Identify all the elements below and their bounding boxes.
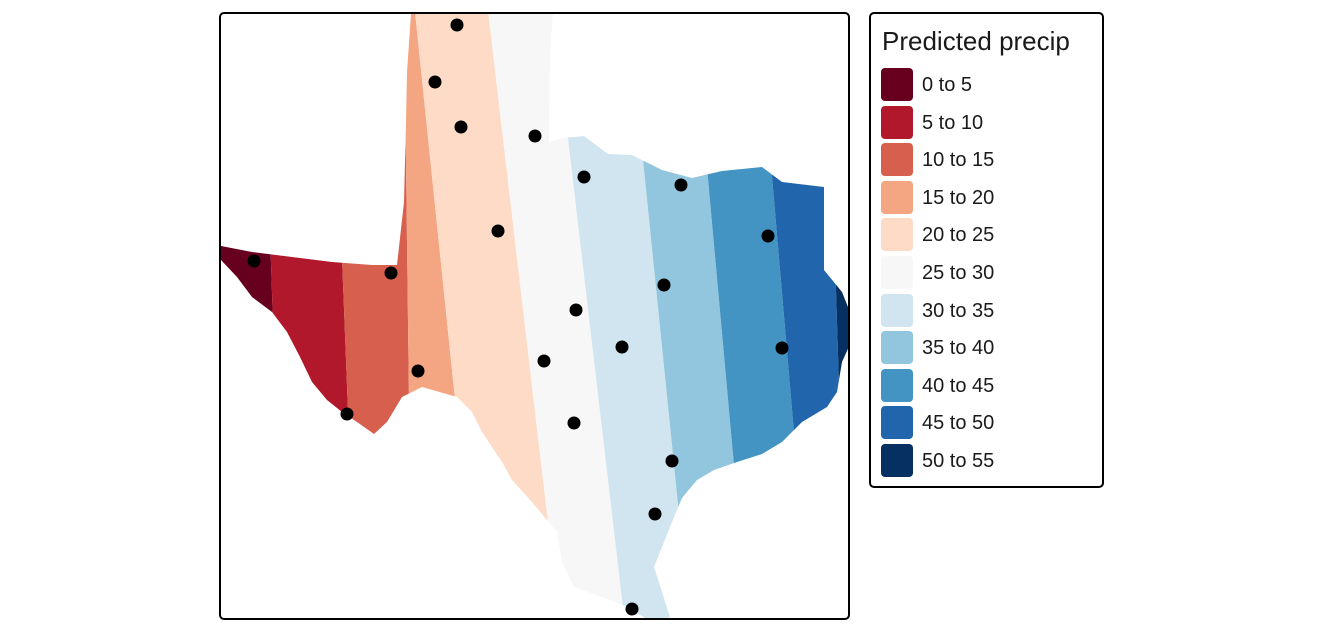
station-point [247, 254, 261, 268]
legend-title: Predicted precip [882, 26, 1070, 56]
legend-item: 10 to 15 [881, 143, 1096, 177]
legend-label: 15 to 20 [922, 186, 995, 209]
legend-item: 30 to 35 [881, 293, 1096, 328]
precip-bands [221, 14, 848, 618]
station-point [615, 340, 629, 354]
legend-item: 25 to 30 [881, 256, 1096, 290]
station-point [454, 120, 468, 134]
legend-label: 50 to 55 [922, 450, 995, 472]
station-point [528, 129, 542, 143]
legend-label: 35 to 40 [922, 337, 995, 360]
legend-swatch [881, 368, 913, 402]
precip-band [552, 14, 692, 618]
legend-label: 10 to 15 [922, 149, 995, 172]
station-point [577, 170, 591, 184]
precip-band [414, 14, 562, 618]
legend-swatch [881, 143, 913, 177]
station-point [384, 266, 398, 280]
legend-swatch [881, 256, 913, 289]
legend-label: 20 to 25 [922, 224, 995, 247]
station-point [569, 303, 583, 317]
legend-label: 25 to 30 [922, 262, 995, 284]
precip-band [487, 14, 627, 618]
map-panel [219, 12, 850, 620]
station-point [665, 454, 679, 468]
legend-swatch [881, 180, 913, 214]
station-point [674, 178, 688, 192]
legend-swatch [881, 331, 913, 365]
station-point [537, 354, 551, 368]
legend-label: 30 to 35 [922, 299, 995, 322]
station-point [491, 224, 505, 238]
station-point [450, 18, 464, 32]
legend-item: 5 to 10 [881, 105, 1096, 140]
station-point [428, 75, 442, 89]
legend-swatch [881, 218, 913, 252]
station-point [340, 407, 354, 421]
legend-item: 40 to 45 [881, 368, 1096, 403]
precip-band [262, 14, 357, 618]
station-point [411, 364, 425, 378]
station-point [761, 229, 775, 243]
station-point [775, 341, 789, 355]
legend-item: 15 to 20 [881, 180, 1096, 215]
legend-swatch [881, 293, 913, 327]
station-point [657, 278, 671, 292]
legend-swatch [881, 68, 913, 101]
station-point [625, 602, 639, 616]
legend-swatch [881, 105, 913, 139]
legend-swatch [881, 444, 913, 477]
legend-swatch [881, 406, 913, 440]
legend-item: 0 to 5 [881, 68, 1096, 102]
legend-label: 45 to 50 [922, 412, 995, 435]
legend-label: 40 to 45 [922, 374, 995, 397]
station-points [247, 18, 789, 616]
legend: Predicted precip 0 to 5 5 to 10 10 to 15 15… [869, 12, 1104, 488]
legend-item: 45 to 50 [881, 406, 1096, 440]
legend-label: 5 to 10 [922, 111, 984, 134]
legend-item: 50 to 55 [881, 444, 1096, 478]
precip-map [221, 14, 848, 618]
precip-band [221, 14, 284, 618]
station-point [648, 507, 662, 521]
legend-label: 0 to 5 [922, 74, 973, 96]
station-point [567, 416, 581, 430]
legend-item: 20 to 25 [881, 218, 1096, 252]
legend-item: 35 to 40 [881, 331, 1096, 365]
